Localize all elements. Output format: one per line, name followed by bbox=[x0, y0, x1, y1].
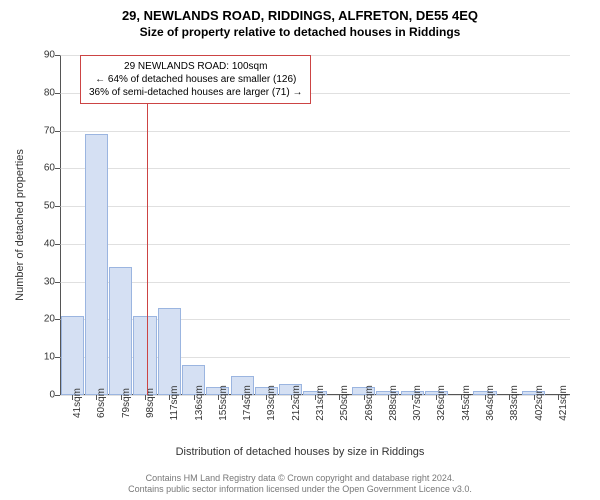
histogram-bar bbox=[85, 134, 108, 395]
callout-line3: 36% of semi-detached houses are larger (… bbox=[89, 86, 302, 99]
x-tick-mark bbox=[364, 395, 365, 400]
grid-line bbox=[60, 244, 570, 245]
histogram-bar bbox=[61, 316, 84, 395]
x-tick-mark bbox=[461, 395, 462, 400]
x-tick-label: 364sqm bbox=[485, 385, 496, 421]
y-tick-label: 40 bbox=[44, 238, 55, 249]
x-tick-label: 402sqm bbox=[534, 385, 545, 421]
histogram-bar bbox=[133, 316, 156, 395]
title-main: 29, NEWLANDS ROAD, RIDDINGS, ALFRETON, D… bbox=[0, 0, 600, 23]
chart-container: 29, NEWLANDS ROAD, RIDDINGS, ALFRETON, D… bbox=[0, 0, 600, 500]
x-tick-label: 41sqm bbox=[72, 388, 83, 418]
x-tick-label: 212sqm bbox=[291, 385, 302, 421]
footer-line2: Contains public sector information licen… bbox=[0, 484, 600, 496]
y-tick-mark bbox=[55, 93, 60, 94]
y-tick-label: 70 bbox=[44, 125, 55, 136]
callout-box: 29 NEWLANDS ROAD: 100sqm ← 64% of detach… bbox=[80, 55, 311, 104]
x-tick-mark bbox=[72, 395, 73, 400]
histogram-bar bbox=[158, 308, 181, 395]
y-tick-label: 50 bbox=[44, 201, 55, 212]
callout-line1: 29 NEWLANDS ROAD: 100sqm bbox=[89, 60, 302, 73]
x-tick-mark bbox=[388, 395, 389, 400]
x-tick-mark bbox=[169, 395, 170, 400]
x-tick-label: 288sqm bbox=[388, 385, 399, 421]
x-tick-label: 421sqm bbox=[558, 385, 569, 421]
x-tick-mark bbox=[558, 395, 559, 400]
x-tick-label: 345sqm bbox=[461, 385, 472, 421]
y-tick-label: 90 bbox=[44, 50, 55, 61]
x-tick-label: 231sqm bbox=[315, 385, 326, 421]
x-tick-mark bbox=[218, 395, 219, 400]
histogram-bar bbox=[109, 267, 132, 395]
x-tick-mark bbox=[291, 395, 292, 400]
x-tick-mark bbox=[509, 395, 510, 400]
grid-line bbox=[60, 131, 570, 132]
x-tick-label: 117sqm bbox=[169, 386, 180, 421]
x-tick-mark bbox=[121, 395, 122, 400]
x-tick-mark bbox=[242, 395, 243, 400]
y-tick-mark bbox=[55, 131, 60, 132]
x-tick-label: 250sqm bbox=[339, 385, 350, 421]
x-tick-mark bbox=[96, 395, 97, 400]
x-tick-label: 269sqm bbox=[364, 385, 375, 421]
y-tick-mark bbox=[55, 244, 60, 245]
footer: Contains HM Land Registry data © Crown c… bbox=[0, 473, 600, 496]
y-tick-label: 20 bbox=[44, 314, 55, 325]
x-axis-title: Distribution of detached houses by size … bbox=[0, 446, 600, 458]
y-tick-label: 10 bbox=[44, 352, 55, 363]
x-tick-label: 383sqm bbox=[509, 385, 520, 421]
x-tick-label: 79sqm bbox=[121, 388, 132, 418]
y-tick-mark bbox=[55, 395, 60, 396]
y-tick-mark bbox=[55, 55, 60, 56]
y-tick-mark bbox=[55, 206, 60, 207]
x-tick-mark bbox=[266, 395, 267, 400]
y-tick-mark bbox=[55, 319, 60, 320]
plot-area: 010203040506070809041sqm60sqm79sqm98sqm1… bbox=[60, 55, 570, 395]
x-tick-mark bbox=[339, 395, 340, 400]
x-tick-label: 174sqm bbox=[242, 385, 253, 421]
x-tick-mark bbox=[534, 395, 535, 400]
y-tick-label: 80 bbox=[44, 87, 55, 98]
reference-line bbox=[147, 55, 148, 395]
grid-line bbox=[60, 206, 570, 207]
x-tick-label: 155sqm bbox=[218, 385, 229, 421]
x-tick-label: 307sqm bbox=[412, 385, 423, 421]
x-tick-mark bbox=[194, 395, 195, 400]
x-tick-mark bbox=[412, 395, 413, 400]
y-tick-label: 60 bbox=[44, 163, 55, 174]
callout-line2: ← 64% of detached houses are smaller (12… bbox=[89, 73, 302, 86]
title-sub: Size of property relative to detached ho… bbox=[0, 23, 600, 39]
grid-line bbox=[60, 168, 570, 169]
y-tick-label: 30 bbox=[44, 276, 55, 287]
x-tick-mark bbox=[145, 395, 146, 400]
y-tick-mark bbox=[55, 357, 60, 358]
footer-line1: Contains HM Land Registry data © Crown c… bbox=[0, 473, 600, 485]
x-tick-mark bbox=[315, 395, 316, 400]
grid-line bbox=[60, 282, 570, 283]
y-tick-mark bbox=[55, 282, 60, 283]
x-tick-label: 136sqm bbox=[194, 385, 205, 421]
y-axis-title: Number of detached properties bbox=[14, 149, 26, 301]
x-tick-label: 193sqm bbox=[266, 385, 277, 421]
x-tick-mark bbox=[436, 395, 437, 400]
y-tick-mark bbox=[55, 168, 60, 169]
x-tick-label: 60sqm bbox=[96, 388, 107, 418]
x-tick-mark bbox=[485, 395, 486, 400]
x-tick-label: 326sqm bbox=[436, 385, 447, 421]
